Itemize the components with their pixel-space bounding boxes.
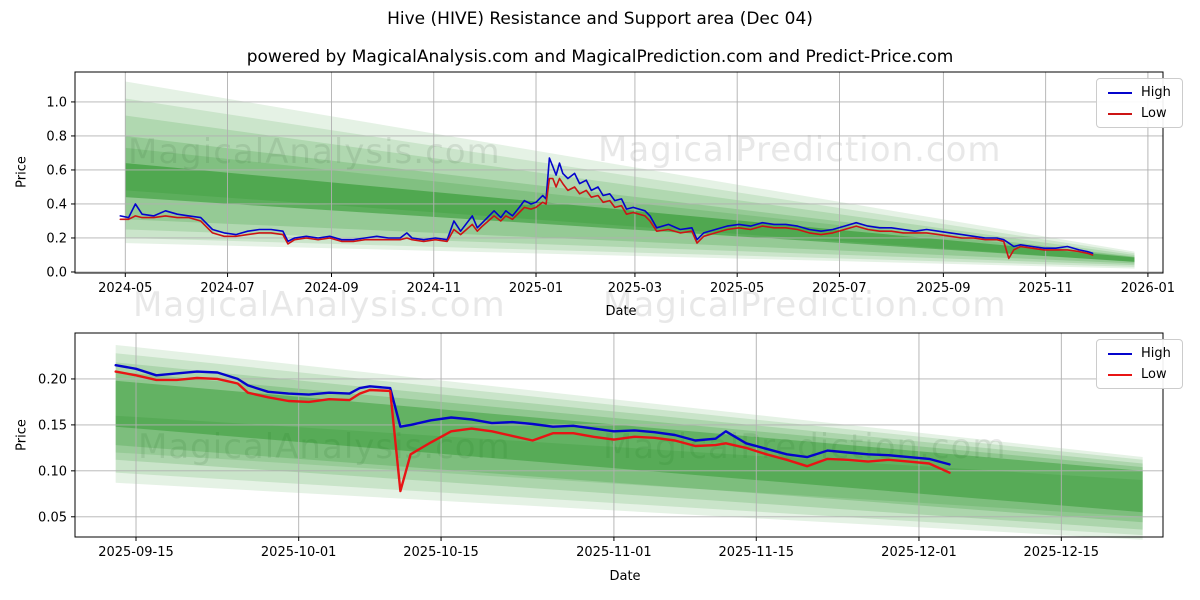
svg-text:2025-05: 2025-05: [710, 281, 764, 296]
svg-text:2025-11: 2025-11: [1018, 281, 1072, 296]
svg-text:0.6: 0.6: [46, 163, 67, 178]
svg-text:0.15: 0.15: [38, 418, 67, 433]
svg-text:2024-11: 2024-11: [407, 281, 461, 296]
figure-title: Hive (HIVE) Resistance and Support area …: [387, 9, 813, 29]
legend-low-label: Low: [1141, 106, 1167, 121]
figure-subtitle: powered by MagicalAnalysis.com and Magic…: [246, 47, 954, 67]
svg-text:2025-10-01: 2025-10-01: [261, 545, 337, 560]
high-line-swatch: [1108, 352, 1132, 355]
top-chart-y-axis-label: Price: [14, 156, 30, 188]
svg-text:2025-07: 2025-07: [812, 281, 866, 296]
svg-text:2025-01: 2025-01: [509, 281, 563, 296]
high-line-swatch: [1108, 91, 1132, 94]
low-line-swatch: [1108, 112, 1132, 115]
svg-text:2025-11-01: 2025-11-01: [576, 545, 652, 560]
svg-text:2025-11-15: 2025-11-15: [718, 545, 794, 560]
svg-text:2025-12-01: 2025-12-01: [881, 545, 957, 560]
svg-text:0.0: 0.0: [46, 265, 67, 280]
legend-high-label: High: [1141, 346, 1171, 361]
top-legend-low-row: Low: [1108, 107, 1171, 120]
bottom-legend-low-row: Low: [1108, 368, 1171, 381]
svg-text:2025-12-15: 2025-12-15: [1024, 545, 1100, 560]
svg-text:2025-03: 2025-03: [608, 281, 662, 296]
svg-text:2024-05: 2024-05: [98, 281, 152, 296]
svg-text:0.2: 0.2: [46, 231, 67, 246]
svg-text:2025-09-15: 2025-09-15: [98, 545, 174, 560]
top-chart-legend: High Low: [1096, 78, 1183, 128]
svg-text:2024-07: 2024-07: [200, 281, 254, 296]
bottom-chart-legend: High Low: [1096, 339, 1183, 389]
svg-text:1.0: 1.0: [46, 95, 67, 110]
svg-text:0.05: 0.05: [38, 510, 67, 525]
legend-low-label: Low: [1141, 367, 1167, 382]
legend-high-label: High: [1141, 85, 1171, 100]
low-line-swatch: [1108, 373, 1132, 376]
svg-text:2024-09: 2024-09: [304, 281, 358, 296]
bottom-chart-y-axis-label: Price: [14, 419, 30, 451]
svg-text:0.8: 0.8: [46, 129, 67, 144]
svg-text:0.10: 0.10: [38, 464, 67, 479]
svg-text:2025-09: 2025-09: [916, 281, 970, 296]
svg-text:0.20: 0.20: [38, 372, 67, 387]
svg-text:0.4: 0.4: [46, 197, 67, 212]
svg-text:2026-01: 2026-01: [1121, 281, 1175, 296]
svg-text:2025-10-15: 2025-10-15: [403, 545, 479, 560]
top-chart-x-axis-label: Date: [605, 304, 637, 319]
bottom-chart-x-axis-label: Date: [609, 569, 641, 584]
bottom-legend-high-row: High: [1108, 347, 1171, 360]
top-legend-high-row: High: [1108, 86, 1171, 99]
